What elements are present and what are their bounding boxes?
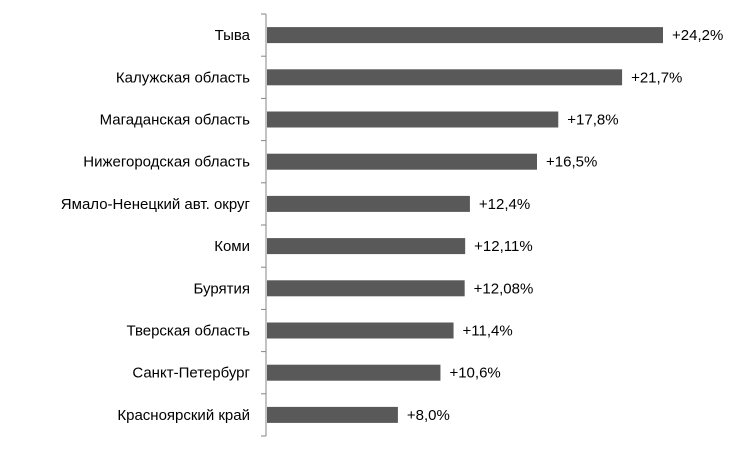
data-label: +21,7% bbox=[631, 69, 682, 86]
data-label: +12,08% bbox=[474, 280, 534, 297]
bar bbox=[267, 406, 398, 423]
category-label: Магаданская область bbox=[100, 112, 251, 129]
bar bbox=[267, 153, 537, 170]
bar bbox=[267, 111, 559, 128]
category-label: Ямало-Ненецкий авт. округ bbox=[61, 196, 251, 213]
data-label: +8,0% bbox=[407, 407, 450, 424]
bar bbox=[267, 238, 466, 255]
category-label: Бурятия bbox=[193, 280, 250, 297]
bar bbox=[267, 27, 663, 44]
category-label: Нижегородская область bbox=[83, 154, 250, 171]
category-label: Тверская область bbox=[126, 323, 250, 340]
labels-layer: Тыва +24,2% Калужская область +21,7% Магадан… bbox=[61, 27, 724, 424]
category-label: Санкт-Петербург bbox=[132, 365, 250, 382]
data-label: +10,6% bbox=[449, 365, 500, 382]
category-label: Красноярский край bbox=[117, 407, 250, 424]
bars-layer bbox=[267, 27, 663, 423]
data-label: +17,8% bbox=[567, 112, 618, 129]
data-label: +16,5% bbox=[546, 154, 597, 171]
bar bbox=[267, 195, 470, 212]
category-label: Коми bbox=[214, 238, 250, 255]
data-label: +12,4% bbox=[479, 196, 530, 213]
data-label: +11,4% bbox=[463, 323, 513, 340]
bar bbox=[267, 364, 441, 381]
bar bbox=[267, 280, 465, 297]
category-label: Калужская область bbox=[116, 69, 250, 86]
category-label: Тыва bbox=[215, 27, 251, 44]
axis-layer bbox=[261, 13, 267, 437]
bar bbox=[267, 322, 454, 339]
bar bbox=[267, 69, 623, 86]
data-label: +12,11% bbox=[474, 238, 533, 255]
data-label: +24,2% bbox=[672, 27, 723, 44]
